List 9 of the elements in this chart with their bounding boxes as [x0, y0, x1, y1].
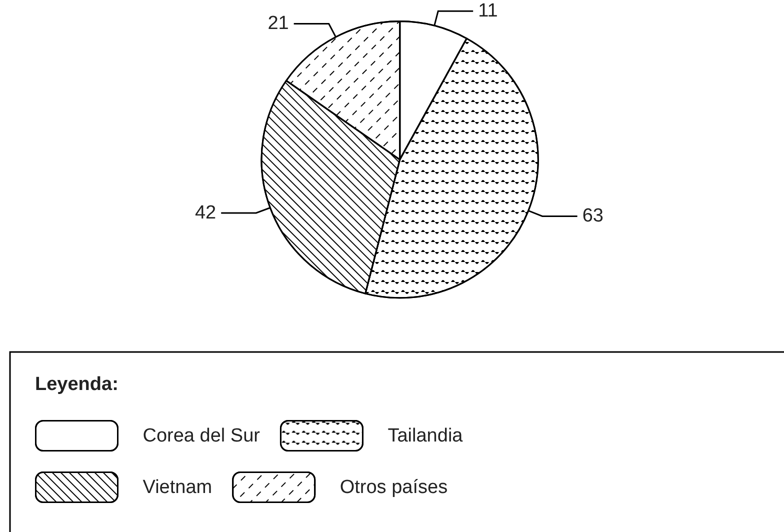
legend-label: Otros países: [340, 476, 448, 498]
data-label: 63: [582, 206, 604, 227]
legend-label: Corea del Sur: [142, 425, 261, 446]
data-label: 42: [194, 202, 216, 224]
data-label: 21: [268, 13, 289, 34]
legend-label: Tailandia: [388, 425, 464, 446]
legend-title: Leyenda:: [35, 374, 118, 395]
legend-label: Vietnam: [142, 476, 212, 498]
data-label: 11: [478, 0, 498, 22]
